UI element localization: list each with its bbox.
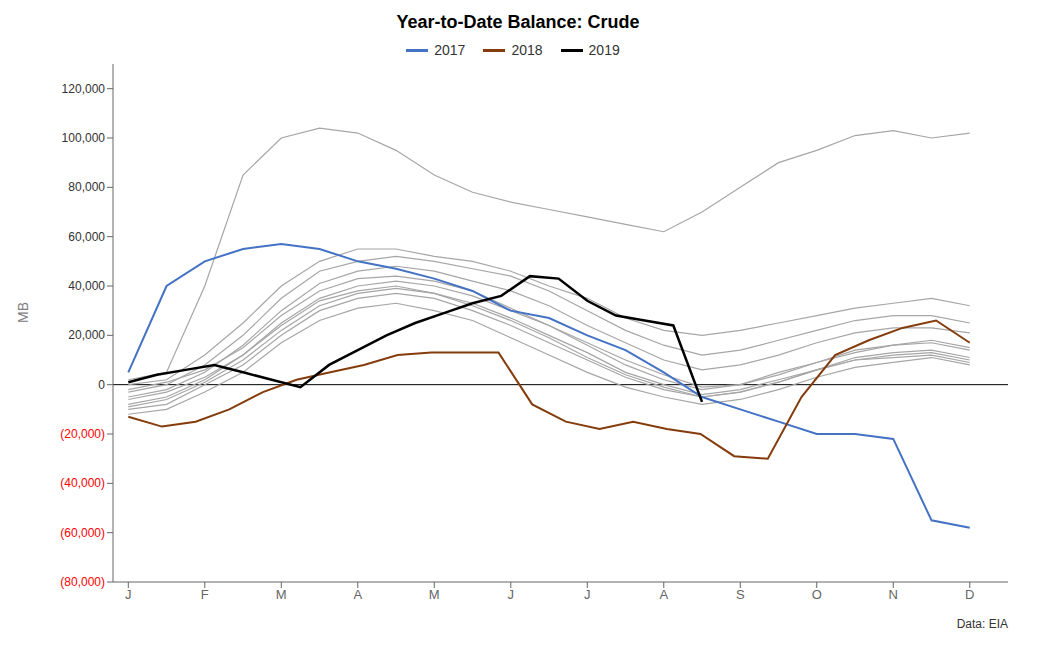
svg-text:O: O [812,587,822,602]
svg-text:A: A [353,587,362,602]
svg-text:M: M [276,587,287,602]
html-text:Year-to-Date Balance: Crude: Year-to-Date Balance: Crude [396,12,640,32]
svg-text:40,000: 40,000 [68,279,105,293]
html-text:2017: 2017 [434,42,466,58]
svg-text:(20,000): (20,000) [60,427,105,441]
svg-text:120,000: 120,000 [62,82,106,96]
svg-text:D: D [965,587,974,602]
svg-text:80,000: 80,000 [68,180,105,194]
svg-text:J: J [584,587,591,602]
svg-text:N: N [889,587,898,602]
svg-text:S: S [736,587,745,602]
svg-text:60,000: 60,000 [68,230,105,244]
html-text:2019: 2019 [588,42,620,58]
svg-text:J: J [508,587,515,602]
svg-text:MB: MB [15,302,31,323]
html-text:2018: 2018 [511,42,543,58]
svg-text:(60,000): (60,000) [60,526,105,540]
svg-text:20,000: 20,000 [68,328,105,342]
svg-text:F: F [201,587,209,602]
svg-text:100,000: 100,000 [62,131,106,145]
svg-text:0: 0 [98,378,105,392]
html-text:Data: EIA: Data: EIA [956,617,1008,631]
svg-text:M: M [429,587,440,602]
svg-text:(40,000): (40,000) [60,476,105,490]
svg-text:J: J [125,587,132,602]
svg-text:(80,000): (80,000) [60,575,105,589]
svg-text:A: A [659,587,668,602]
